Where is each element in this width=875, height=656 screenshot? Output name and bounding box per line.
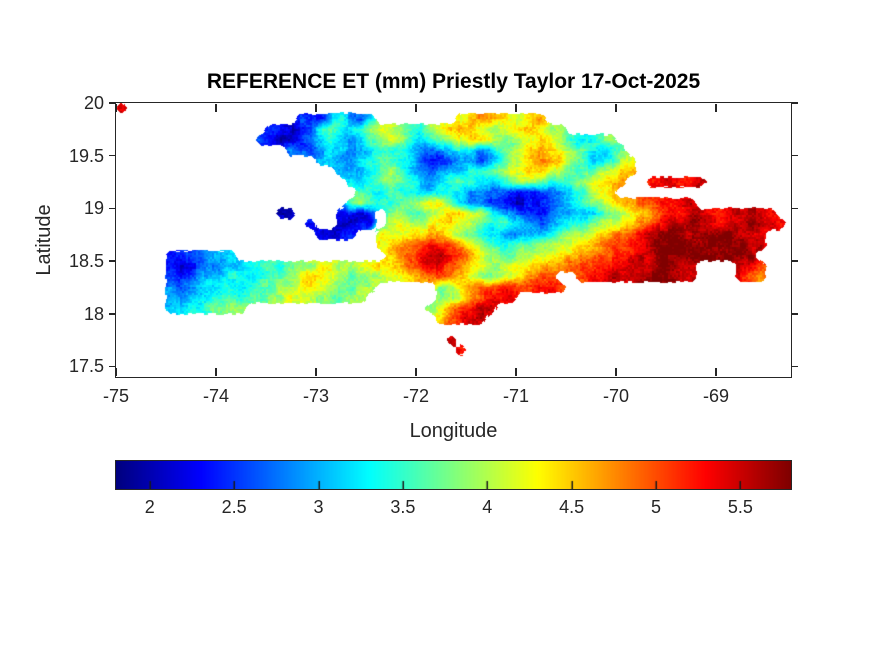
x-tick-label: -70 [602,386,629,406]
x-tick-mark-bottom [215,368,217,376]
x-tick-mark-bottom [515,368,517,376]
colorbar-tick-label: 3 [313,497,324,517]
colorbar-canvas [116,461,791,489]
y-tick-mark-right [792,154,798,157]
x-tick-label: -75 [102,386,129,406]
x-axis-label: Longitude [409,420,498,442]
x-tick-mark-bottom [615,368,617,376]
x-tick-label: -73 [302,386,329,406]
x-tick-label: -69 [702,386,729,406]
x-tick-label: -71 [502,386,529,406]
x-tick-mark-top [215,104,217,112]
colorbar-tick-label: 2 [144,497,155,517]
colorbar-tick-label: 3.5 [390,497,416,517]
x-tick-mark-bottom [715,368,717,376]
y-axis-label: Latitude [33,204,55,276]
x-tick-mark-top [515,104,517,112]
x-tick-mark-top [715,104,717,112]
colorbar-tick-label: 5.5 [727,497,753,517]
y-tick-mark-right [792,313,798,315]
y-tick-label: 19 [83,198,104,219]
y-tick-mark-right [792,260,798,262]
x-tick-mark-top [115,104,117,112]
chart-title: REFERENCE ET (mm) Priestly Taylor 17-Oct… [206,70,701,93]
y-tick-label: 18 [83,303,104,324]
colorbar-tick-label: 4.5 [559,497,585,517]
map-canvas [116,103,791,377]
y-tick-mark-left [108,260,115,262]
y-tick-mark-left [108,102,115,104]
x-tick-mark-bottom [115,368,117,376]
y-tick-label: 20 [83,93,104,113]
x-tick-mark-top [315,104,317,112]
y-tick-mark-right [792,102,798,104]
x-tick-label: -72 [402,386,429,406]
colorbar-tick-label: 2.5 [221,497,247,517]
y-tick-mark-left [108,154,115,157]
y-tick-mark-left [108,365,115,368]
colorbar-tick-label: 5 [650,497,661,517]
y-tick-label: 17.5 [68,356,104,377]
x-tick-mark-top [615,104,617,112]
x-tick-mark-bottom [315,368,317,376]
y-tick-mark-left [108,207,115,210]
colorbar-tick-label: 4 [482,497,493,517]
y-tick-label: 18.5 [68,251,104,272]
y-tick-mark-right [792,207,798,210]
y-tick-mark-right [792,365,798,368]
y-tick-label: 19.5 [68,145,104,166]
x-tick-label: -74 [202,386,229,406]
y-tick-mark-left [108,313,115,315]
x-tick-mark-bottom [415,368,417,376]
x-tick-mark-top [415,104,417,112]
